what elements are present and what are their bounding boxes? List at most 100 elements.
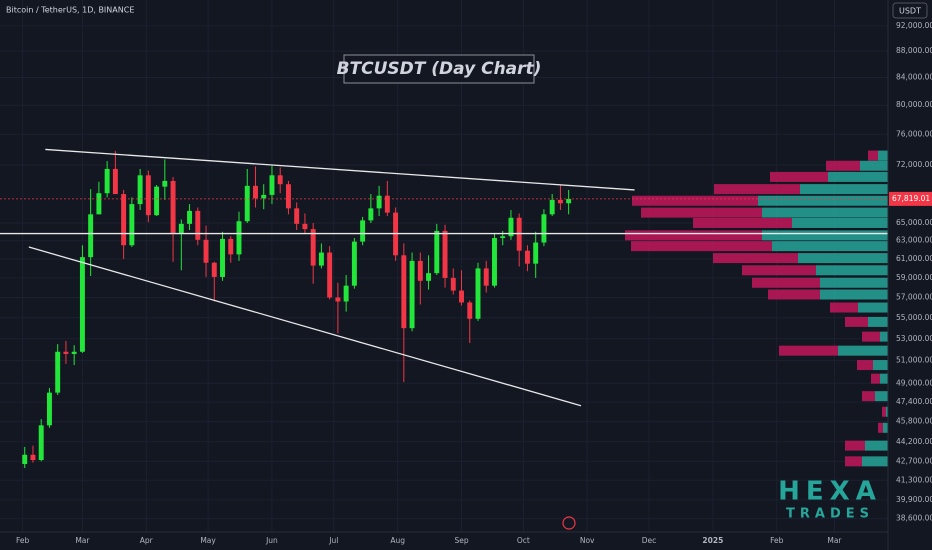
candle-body	[79, 257, 85, 352]
profile-up	[875, 391, 888, 402]
profile-up	[873, 360, 888, 371]
profile-up	[762, 207, 888, 218]
profile-up	[862, 456, 888, 467]
candle-body	[112, 168, 118, 195]
candle-body	[203, 239, 209, 263]
profile-down	[862, 391, 875, 402]
y-tick-label: 51,000.00	[896, 356, 932, 365]
axes: 92,000.00 88,000.00 84,000.00 80,000.00 76,0…	[16, 21, 932, 545]
profile-up	[762, 230, 888, 241]
x-tick-label: Jun	[265, 536, 278, 545]
currency-label[interactable]: USDT	[899, 7, 921, 16]
profile-up	[798, 253, 888, 264]
drawings	[0, 148, 888, 407]
candle-body	[253, 185, 258, 199]
candle-body	[401, 255, 407, 329]
candle-body	[187, 210, 193, 224]
y-tick-label: 88,000.00	[896, 46, 932, 55]
profile-up	[828, 171, 888, 182]
candle-body	[88, 214, 94, 258]
candle-body	[442, 230, 448, 278]
y-tick-label: 41,300.00	[896, 475, 932, 484]
profile-down	[857, 360, 873, 371]
profile-up	[880, 373, 888, 384]
candle-body	[409, 260, 415, 329]
profile-down	[826, 160, 860, 171]
profile-down	[632, 195, 758, 206]
x-tick-label: Aug	[390, 536, 405, 545]
profile-up	[800, 184, 888, 195]
profile-down	[770, 171, 828, 182]
profile-up	[860, 160, 888, 171]
candle-body	[145, 175, 151, 216]
x-tick-label: Feb	[16, 536, 30, 545]
y-tick-label: 84,000.00	[896, 73, 932, 82]
candle-body	[137, 175, 143, 205]
x-tick-label: Feb	[770, 536, 784, 545]
x-tick-label: Oct	[517, 536, 530, 545]
y-tick-label: 57,000.00	[896, 292, 932, 301]
trendline	[28, 246, 582, 407]
candle-body	[228, 238, 234, 255]
candle-body	[434, 230, 440, 274]
candle-body	[524, 250, 530, 264]
candle-body	[549, 199, 555, 215]
candle-body	[46, 392, 52, 426]
profile-down	[882, 406, 886, 417]
y-tick-label: 53,000.00	[896, 334, 932, 343]
y-tick-label: 92,000.00	[896, 21, 932, 30]
volume-profile	[625, 150, 888, 467]
candle-body	[277, 175, 283, 185]
candle-body	[343, 285, 349, 302]
candle-body	[492, 238, 497, 286]
candle-body	[170, 180, 176, 234]
profile-down	[752, 277, 820, 288]
profile-up	[858, 302, 888, 313]
candle-body	[351, 241, 357, 286]
candle-body	[211, 262, 217, 277]
profile-down	[871, 373, 880, 384]
profile-down	[713, 253, 798, 264]
candle-body	[384, 195, 390, 213]
candle-body	[294, 208, 300, 224]
candles	[22, 150, 572, 469]
candle-body	[55, 351, 61, 393]
x-tick-label: May	[200, 536, 216, 545]
y-tick-label: 38,600.00	[896, 514, 932, 523]
candle-body	[541, 214, 547, 243]
watermark: HEXA	[778, 477, 882, 507]
profile-down	[845, 316, 868, 327]
candle-body	[162, 180, 168, 187]
profile-down	[714, 184, 800, 195]
profile-up	[758, 195, 888, 206]
candle-body	[154, 186, 160, 216]
candle-body	[236, 221, 242, 255]
profile-up	[880, 331, 888, 342]
x-tick-label: Nov	[580, 536, 595, 545]
x-tick-label: Mar	[75, 536, 90, 545]
profile-down	[878, 422, 883, 433]
candle-body	[516, 217, 522, 251]
candle-body	[557, 199, 563, 204]
x-tick-label: 2025	[702, 536, 723, 545]
profile-up	[816, 265, 888, 276]
profile-up	[820, 289, 888, 300]
currency-box[interactable]	[892, 2, 928, 19]
profile-up	[820, 277, 888, 288]
price-tag	[889, 191, 932, 206]
candle-body	[417, 260, 423, 281]
x-tick-label: Dec	[642, 536, 657, 545]
event-icon[interactable]	[562, 516, 576, 530]
candle-body	[121, 194, 127, 246]
profile-down	[845, 440, 865, 451]
candle-body	[178, 223, 184, 234]
y-tick-label: 59,000.00	[896, 273, 932, 282]
y-tick-label: 45,800.00	[896, 417, 932, 426]
candle-body	[327, 252, 333, 298]
chart-title: BTCUSDT (Day Chart)	[337, 59, 542, 79]
x-tick-label: Sep	[454, 536, 468, 545]
candle-body	[459, 290, 464, 303]
candle-body	[360, 220, 366, 242]
candle-body	[38, 425, 44, 461]
x-tick-label: Jul	[328, 536, 338, 545]
